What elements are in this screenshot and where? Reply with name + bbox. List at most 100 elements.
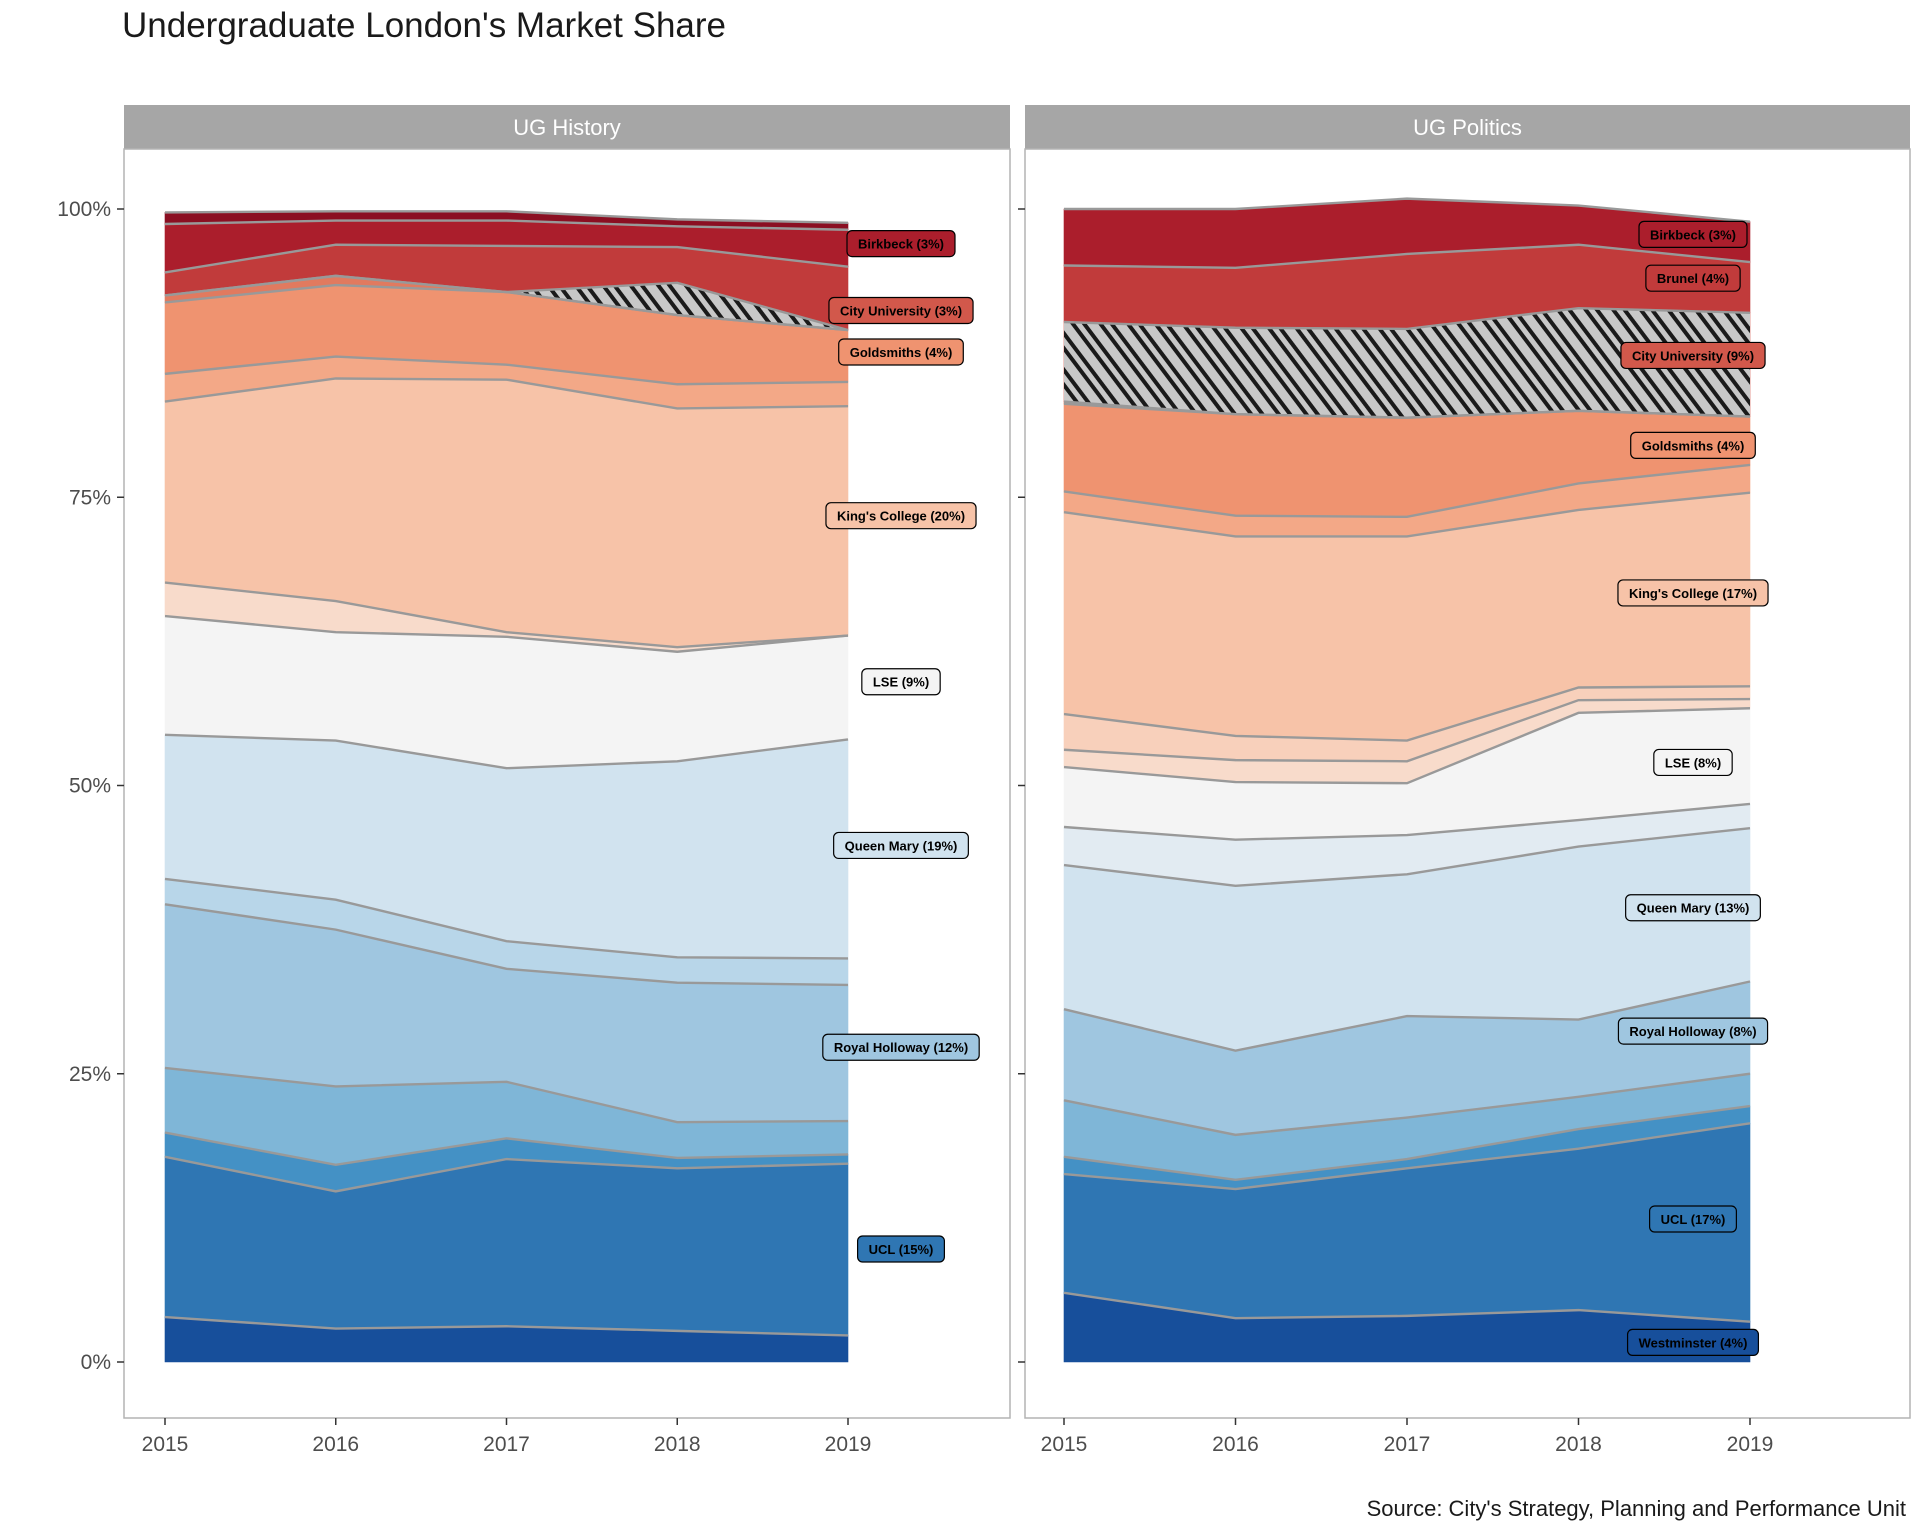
y-tick-label: 75% (69, 486, 111, 509)
boundary-line-8 (164, 614, 849, 653)
label-text: King's College (20%) (837, 509, 965, 524)
label-text: LSE (9%) (873, 675, 929, 690)
label-box (822, 1033, 980, 1061)
panel-ug-politics: UG Politics 2015 2016 2017 2018 2019 Birkbeck … (1018, 105, 1911, 1456)
boundary-line-11 (164, 355, 849, 386)
label-box (838, 338, 964, 366)
boundary-line-15 (164, 243, 849, 274)
label-text: Goldsmiths (4%) (1642, 438, 1745, 453)
label-king-s-college-17: King's College (17%) (1617, 579, 1769, 607)
x-tick-label: 2018 (654, 1433, 701, 1456)
boundary-line-3 (164, 1131, 849, 1167)
label-goldsmiths-4: Goldsmiths (4%) (838, 338, 964, 366)
boundary-line-15 (1063, 306, 1751, 331)
label-brunel-4: Brunel (4%) (1645, 264, 1741, 292)
label-text: Royal Holloway (12%) (834, 1040, 968, 1055)
boundary-line-11 (1063, 491, 1751, 538)
boundary-line-7 (1063, 802, 1751, 841)
label-box (833, 831, 969, 860)
y-tick-label: 25% (69, 1063, 111, 1086)
label-box (857, 1235, 945, 1263)
x-tick-label: 2019 (825, 1433, 872, 1456)
label-text: UCL (15%) (869, 1242, 934, 1257)
label-box (846, 229, 956, 258)
label-box (1649, 1205, 1737, 1233)
boundary-line-16 (1063, 243, 1751, 270)
label-box (1626, 1328, 1760, 1356)
label-text: King's College (17%) (1629, 586, 1757, 601)
x-tick-label: 2016 (1212, 1433, 1259, 1456)
source-caption: Source: City's Strategy, Planning and Pe… (1366, 1496, 1906, 1521)
boundary-line-14 (1063, 400, 1751, 419)
facet-strip (124, 105, 1010, 149)
label-text: LSE (8%) (1665, 755, 1721, 770)
x-tick-label: 2017 (483, 1433, 530, 1456)
boundary-line-17 (1064, 197, 1751, 223)
boundary-line-1 (164, 1315, 849, 1337)
label-text: Birkbeck (3%) (1650, 227, 1736, 242)
facet-strip-label: UG History (513, 115, 621, 140)
label-ucl-15: UCL (15%) (857, 1235, 945, 1263)
label-city-university-3: City University (3%) (828, 296, 974, 325)
boundary-line-9 (164, 581, 849, 649)
label-box (828, 296, 974, 325)
boundary-line-10 (164, 377, 849, 410)
label-box (1653, 748, 1733, 777)
label-city-university-9: City University (9%) (1620, 341, 1766, 370)
label-box (861, 668, 941, 696)
label-queen-mary-13: Queen Mary (13%) (1625, 894, 1761, 922)
boundary-line-2 (1063, 1122, 1751, 1191)
panel-ug-history: UG History 0% 25% 50% 75% 100% 2015 2016 2017 201… (57, 105, 1011, 1456)
panel-border (123, 148, 1011, 1419)
x-tick-label: 2016 (312, 1433, 359, 1456)
label-text: Birkbeck (3%) (858, 237, 944, 252)
label-text: Royal Holloway (8%) (1629, 1024, 1756, 1039)
facet-strip (1025, 105, 1910, 149)
label-box (1630, 431, 1756, 459)
label-birkbeck-3: Birkbeck (3%) (846, 229, 956, 258)
facet-strip-label: UG Politics (1413, 115, 1522, 140)
boundary-line-17 (164, 210, 849, 225)
x-tick-label: 2018 (1555, 1433, 1602, 1456)
boundary-line-8 (1063, 707, 1751, 785)
label-birkbeck-3: Birkbeck (3%) (1638, 220, 1748, 248)
y-tick-label: 100% (57, 198, 111, 221)
boundary-line-5 (164, 903, 849, 987)
x-tick-label: 2015 (142, 1433, 189, 1456)
label-text: Brunel (4%) (1657, 271, 1729, 286)
label-box (1617, 1017, 1769, 1045)
boundary-line-4 (164, 1066, 849, 1124)
label-queen-mary-19: Queen Mary (19%) (833, 831, 969, 860)
label-box (1645, 264, 1741, 292)
x-tick-label: 2019 (1727, 1433, 1774, 1456)
boundary-line-3 (1063, 1104, 1751, 1182)
label-goldsmiths-4: Goldsmiths (4%) (1630, 431, 1756, 459)
label-text: Westminster (4%) (1639, 1335, 1748, 1350)
label-box (1638, 220, 1748, 248)
boundary-line-9 (1063, 697, 1751, 763)
label-box (1617, 579, 1769, 607)
x-tick-label: 2015 (1041, 1433, 1088, 1456)
x-tick-label: 2017 (1384, 1433, 1431, 1456)
panel-border (1024, 148, 1911, 1419)
boundary-line-4 (1063, 1072, 1751, 1137)
boundary-line-10 (1063, 685, 1751, 742)
label-box (1625, 894, 1761, 922)
label-king-s-college-20: King's College (20%) (825, 502, 977, 530)
y-tick-label: 50% (69, 775, 111, 798)
label-lse-8: LSE (8%) (1653, 748, 1733, 777)
label-text: Queen Mary (13%) (1637, 901, 1750, 916)
boundary-line-2 (164, 1155, 849, 1193)
label-text: Goldsmiths (4%) (850, 345, 953, 360)
label-westminster-4: Westminster (4%) (1626, 1328, 1760, 1356)
label-text: City University (3%) (840, 303, 962, 318)
boundary-line-6 (1063, 826, 1751, 888)
boundary-line-5 (1063, 980, 1751, 1052)
boundary-line-16 (164, 219, 849, 231)
label-lse-9: LSE (9%) (861, 668, 941, 696)
area-band-1 (164, 1156, 849, 1336)
area-band-14-hatch (1064, 308, 1750, 418)
label-text: City University (9%) (1632, 348, 1754, 363)
chart-title: Undergraduate London's Market Share (122, 6, 727, 45)
